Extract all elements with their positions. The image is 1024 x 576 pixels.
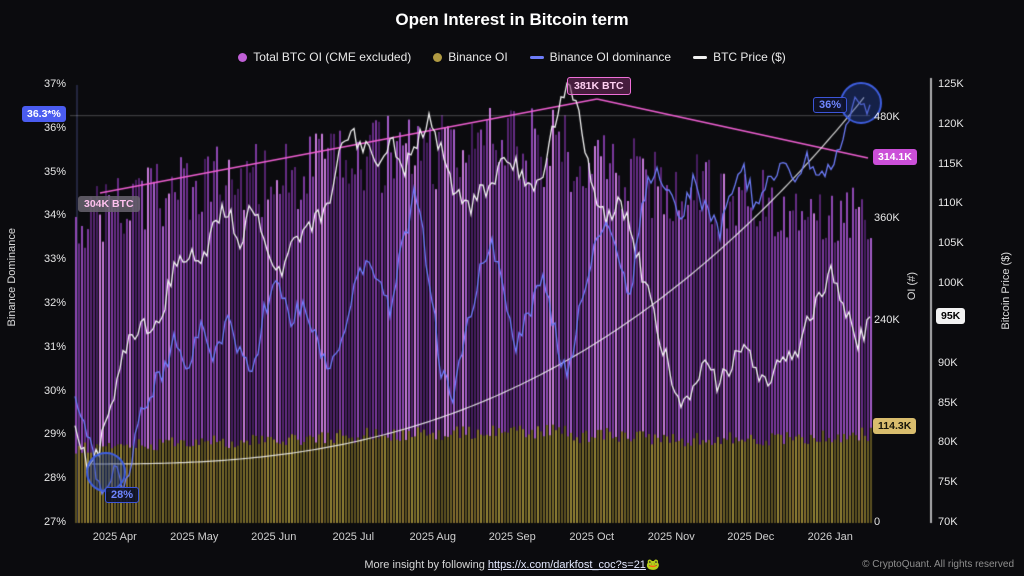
x-tick-label: 2025 Apr [92, 531, 137, 543]
legend-item-binance-oi-dominance[interactable]: Binance OI dominance [529, 50, 672, 64]
oi-tick-label: 360K [874, 212, 900, 225]
legend-label-total-btc-oi: Total BTC OI (CME excluded) [253, 50, 412, 64]
legend-item-btc-price[interactable]: BTC Price ($) [693, 50, 786, 64]
dominance-current-badge: 36.3*% [22, 106, 66, 122]
binance-oi-dominance-line-icon [529, 55, 544, 59]
dominance-tick-label: 30% [43, 384, 66, 397]
binance-oi-dot-icon [433, 52, 443, 62]
x-tick-label: 2025 Oct [569, 531, 615, 543]
dominance-tick-label: 37% [43, 78, 66, 90]
x-tick-label: 2025 Jun [251, 531, 297, 543]
dominance-tick-label: 29% [43, 428, 66, 441]
dominance-tick-label: 33% [43, 253, 66, 266]
dominance-tick-label: 31% [43, 340, 66, 353]
btc-price-line-icon [693, 55, 708, 59]
chart-title: Open Interest in Bitcoin term [395, 10, 629, 29]
price-tick-label: 115K [938, 157, 963, 170]
legend-label-binance-oi-dominance: Binance OI dominance [549, 50, 672, 64]
price-tick-label: 125K [938, 78, 964, 90]
x-tick-label: 2025 Sep [488, 531, 536, 543]
x-tick-label: 2025 Nov [647, 531, 695, 543]
legend-item-total-btc-oi[interactable]: Total BTC OI (CME excluded) [238, 50, 411, 64]
legend: Total BTC OI (CME excluded) Binance OI B… [0, 50, 1024, 64]
footer-text: More insight by following [364, 559, 488, 571]
oi-current-badge: 314.1K [873, 149, 917, 165]
price-tick-label: 85K [938, 396, 958, 409]
price-tick-label: 70K [938, 516, 958, 528]
legend-item-binance-oi[interactable]: Binance OI [433, 50, 508, 64]
price-tick-label: 100K [938, 277, 964, 290]
price-current-badge: 95K [936, 308, 966, 324]
legend-label-binance-oi: Binance OI [448, 50, 508, 64]
oi-axis-title: OI (#) [906, 272, 918, 301]
dominance-tick-label: 27% [43, 516, 66, 528]
binance-oi-current-badge: 114.3K [873, 418, 917, 434]
footer-link[interactable]: https://x.com/darkfost_coc?s=21 [487, 559, 646, 571]
oi-peak-label: 381K BTC [567, 77, 631, 95]
legend-label-btc-price: BTC Price ($) [713, 50, 786, 64]
dominance-low-label: 28% [105, 487, 140, 503]
x-tick-label: 2025 May [170, 531, 219, 543]
price-tick-label: 120K [938, 117, 964, 130]
x-tick-label: 2025 Aug [409, 531, 457, 543]
footer: More insight by following https://x.com/… [0, 558, 1024, 571]
dominance-tick-label: 28% [43, 472, 66, 485]
price-axis-title: Bitcoin Price ($) [1000, 252, 1012, 330]
oi-start-label: 304K BTC [78, 196, 140, 212]
oi-tick-label: 240K [874, 313, 900, 326]
dominance-tick-label: 36% [43, 121, 66, 134]
copyright: © CryptoQuant. All rights reserved [862, 559, 1014, 570]
dominance-high-label: 36% [813, 97, 848, 113]
left-axis-title: Binance Dominance [6, 228, 18, 327]
price-tick-label: 80K [938, 436, 958, 449]
price-tick-label: 75K [938, 476, 958, 489]
x-tick-label: 2025 Dec [727, 531, 775, 543]
price-tick-label: 110K [938, 197, 963, 210]
frog-emoji: 🐸 [645, 559, 660, 571]
oi-tick-label: 0 [874, 516, 881, 528]
price-tick-label: 90K [938, 356, 958, 369]
total-btc-oi-dot-icon [238, 52, 248, 62]
dominance-tick-label: 32% [43, 297, 66, 309]
dominance-tick-label: 34% [43, 209, 66, 222]
dominance-tick-label: 35% [43, 165, 66, 178]
x-tick-label: 2026 Jan [807, 531, 853, 543]
price-tick-label: 105K [938, 237, 964, 250]
x-tick-label: 2025 Jul [332, 531, 375, 543]
oi-tick-label: 480K [874, 111, 900, 123]
